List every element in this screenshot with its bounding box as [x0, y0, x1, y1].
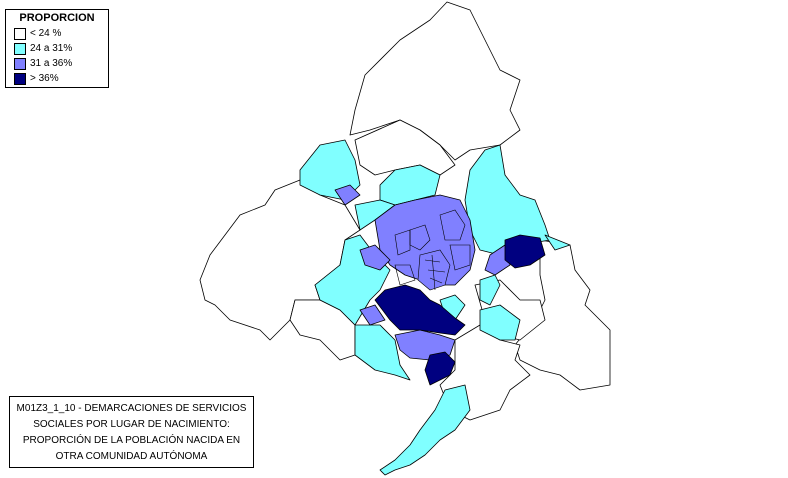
madrid-districts [394, 209, 471, 291]
legend-swatch [14, 43, 26, 55]
region-east2-cyan [479, 274, 501, 306]
region-north-blue [374, 194, 476, 286]
region-northwest-cyan [299, 139, 361, 201]
region-northwest-blue [334, 184, 361, 206]
region-southwest-cyan [354, 324, 411, 381]
legend-label: 31 a 36% [30, 58, 73, 69]
legend-swatch [14, 58, 26, 70]
legend-label: 24 a 31% [30, 43, 73, 54]
legend-label: < 24 % [30, 28, 62, 39]
region-east-blue [484, 244, 511, 276]
region-southeast-cyan [479, 304, 521, 341]
region-east-navy [504, 234, 546, 269]
region-southwest-blue [359, 304, 386, 326]
region-east-cyan [544, 234, 571, 251]
region-center-navy [374, 284, 466, 336]
caption-line: M01Z3_1_10 - DEMARCACIONES DE SERVICIOS [16, 403, 247, 414]
region-south-blue [394, 329, 456, 361]
caption-line: OTRA COMUNIDAD AUTÓNOMA [55, 451, 208, 462]
map-legend: PROPORCION < 24 % 24 a 31% 31 a 36% > 36… [5, 9, 109, 88]
map-caption: M01Z3_1_10 - DEMARCACIONES DE SERVICIOS … [9, 396, 254, 468]
region-north-white [349, 1, 521, 161]
caption-line: SOCIALES POR LUGAR DE NACIMIENTO: [33, 419, 230, 430]
legend-swatch [14, 73, 26, 85]
legend-label: > 36% [30, 73, 59, 84]
legend-title: PROPORCION [19, 12, 95, 24]
region-south-tail-cyan [379, 384, 471, 476]
caption-line: PROPORCIÓN DE LA POBLACIÓN NACIDA EN [22, 435, 241, 446]
region-south-navy [424, 351, 456, 386]
region-west-blue [359, 244, 391, 271]
legend-swatch [14, 28, 26, 40]
